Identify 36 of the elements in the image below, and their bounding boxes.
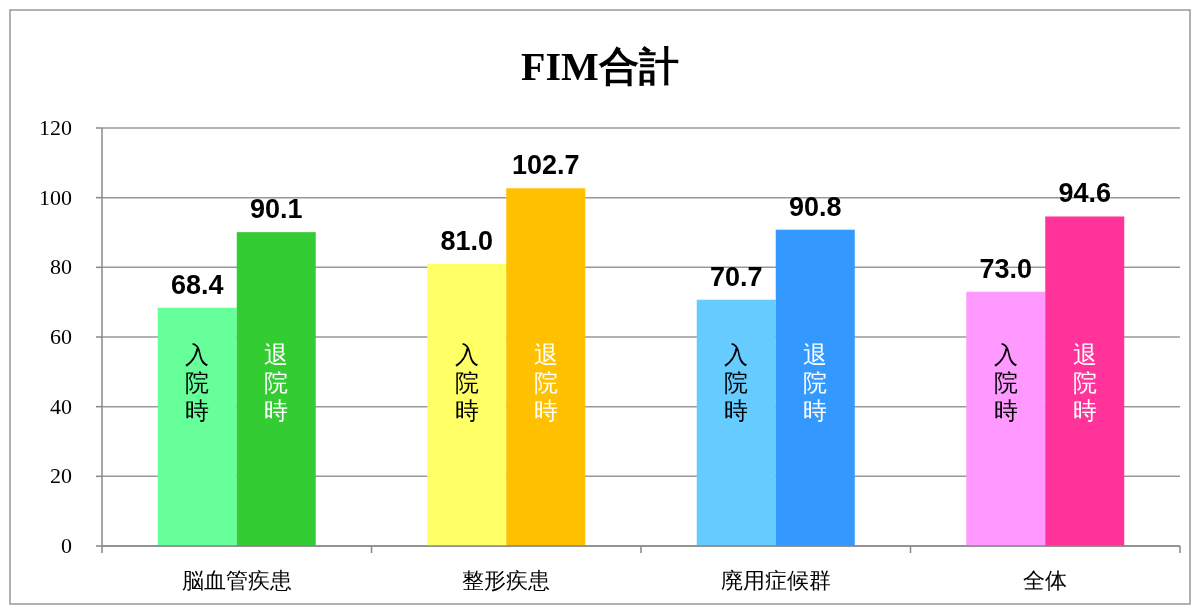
text: 入院時: [993, 341, 1018, 424]
text: 入院時: [724, 341, 749, 424]
data-label: 94.6: [1058, 178, 1112, 209]
data-label: 102.7: [511, 150, 580, 181]
text: 退院時: [533, 341, 558, 424]
y-tick-label: 40: [50, 393, 72, 419]
text: 入院時: [454, 341, 479, 424]
y-tick-label: 100: [39, 184, 72, 210]
text: 退院時: [1072, 341, 1097, 424]
bar: [1045, 216, 1125, 546]
y-tick-label: 80: [50, 254, 72, 280]
bar: [157, 307, 237, 546]
bar: [427, 263, 507, 546]
x-tick-label: 廃用症候群: [720, 568, 831, 593]
bar: [236, 232, 316, 546]
y-tick-label: 0: [61, 533, 72, 558]
data-label: 68.4: [170, 269, 224, 300]
bar: [775, 229, 855, 546]
x-tick-label: 全体: [1023, 568, 1068, 593]
bar: [506, 188, 586, 546]
bar: [966, 291, 1046, 546]
bar: [696, 299, 776, 546]
data-label: 70.7: [709, 261, 763, 292]
series-label: 入院時: [185, 341, 210, 424]
y-tick-label: 20: [50, 463, 72, 489]
y-tick-label: 120: [39, 115, 72, 140]
data-label: 73.0: [979, 253, 1033, 284]
x-tick-label: 整形疾患: [462, 568, 551, 593]
x-tick-label: 脳血管疾患: [181, 568, 292, 593]
y-tick-label: 60: [50, 324, 72, 349]
data-label: 90.8: [788, 191, 842, 222]
text: 退院時: [803, 341, 828, 424]
chart-title: FIM合計: [521, 44, 679, 89]
series-label: 退院時: [264, 341, 289, 424]
data-label: 90.1: [249, 194, 303, 225]
data-label: 81.0: [440, 225, 494, 256]
